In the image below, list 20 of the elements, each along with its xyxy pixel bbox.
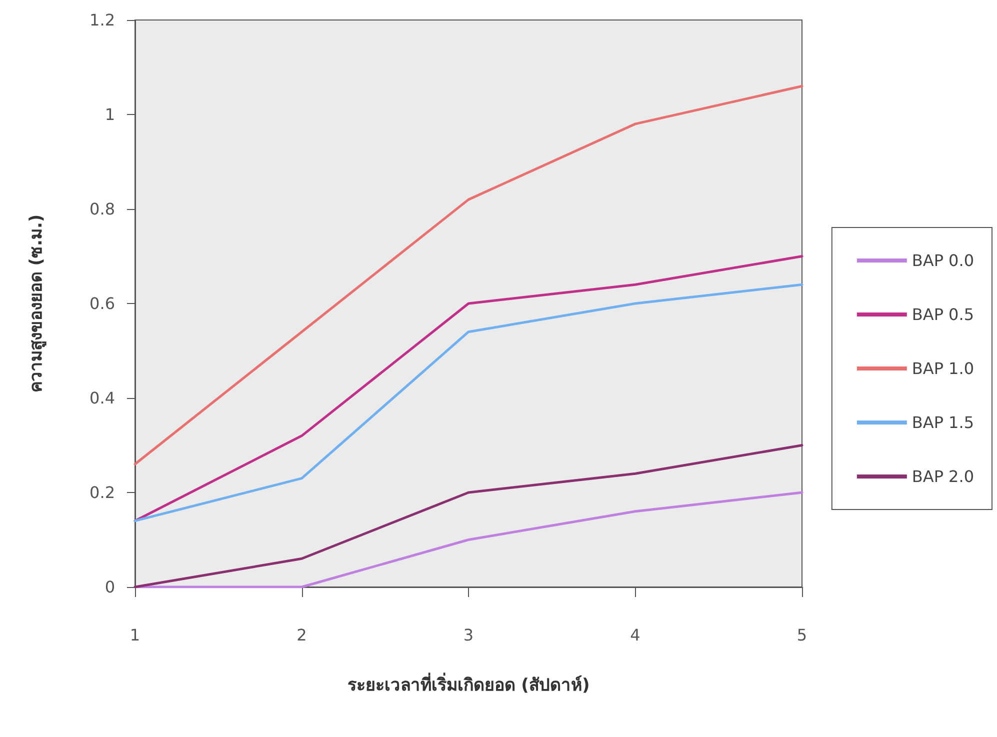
line-series bbox=[134, 84, 804, 466]
legend-label: BAP 0.5 bbox=[912, 305, 974, 324]
x-tick-label: 4 bbox=[630, 626, 640, 644]
y-axis-title: ความสูงของยอด (ซ.ม.) bbox=[26, 214, 48, 393]
legend-label: BAP 1.0 bbox=[912, 359, 974, 378]
x-tick-label: 1 bbox=[130, 626, 140, 644]
y-tick-label: 0.4 bbox=[90, 388, 115, 408]
y-tick-label: 0.8 bbox=[90, 200, 115, 218]
legend-label: BAP 2.0 bbox=[912, 467, 974, 486]
y-tick-label: 1.2 bbox=[90, 10, 115, 30]
legend-label: BAP 0.0 bbox=[912, 251, 974, 270]
y-tick-label: 0.6 bbox=[90, 294, 115, 313]
y-tick-label: 0 bbox=[104, 578, 115, 596]
x-tick-label: 3 bbox=[463, 626, 474, 644]
x-tick-label: 2 bbox=[296, 626, 307, 644]
y-tick-label: 0.2 bbox=[90, 483, 115, 502]
y-tick-label: 1 bbox=[104, 105, 115, 124]
x-axis-title: ระยะเวลาที่เริ่มเกิดยอด (สัปดาห์) bbox=[347, 672, 590, 696]
legend-label: BAP 1.5 bbox=[912, 413, 974, 432]
x-tick-label: 5 bbox=[796, 626, 808, 644]
